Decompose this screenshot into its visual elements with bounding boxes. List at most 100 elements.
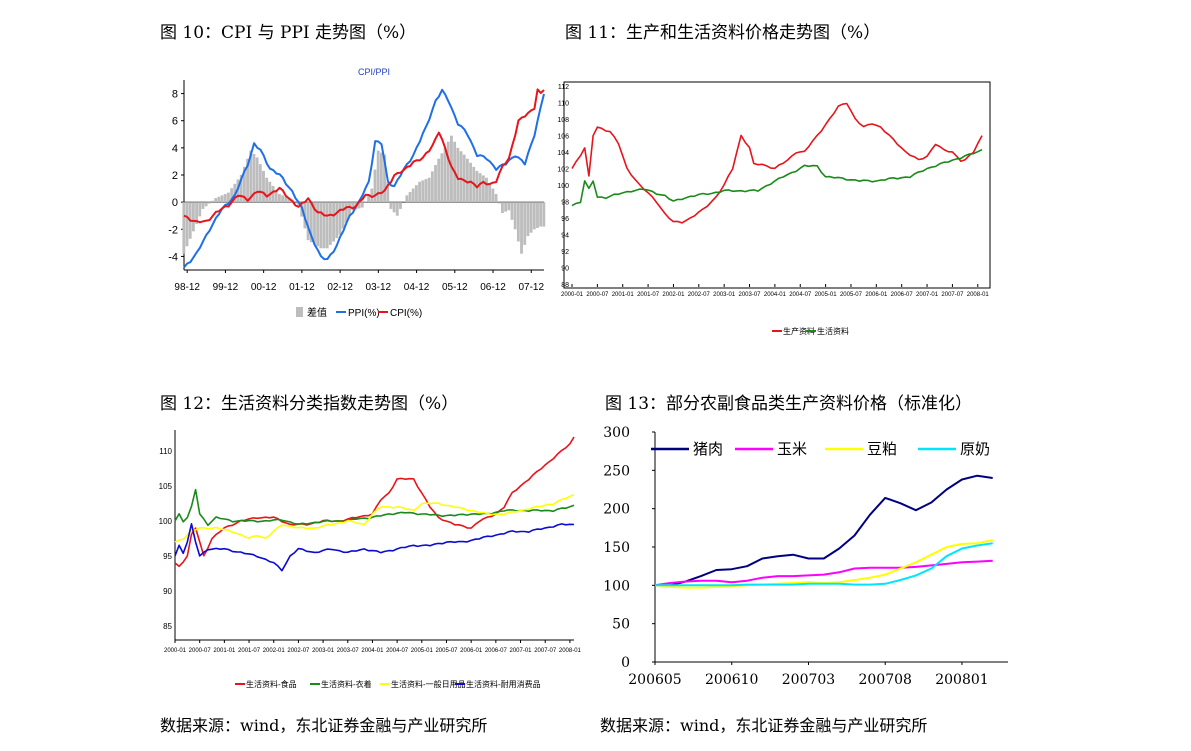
x-tick-label: 2003-07 — [739, 292, 762, 298]
y-tick-label: 100 — [603, 578, 630, 594]
legend-living: 生活资料 — [817, 326, 849, 336]
x-tick-label: 03-12 — [366, 282, 392, 293]
diff-bar — [214, 198, 218, 203]
y-tick-label: 104 — [557, 150, 569, 157]
diff-bar — [328, 202, 332, 245]
x-tick-label: 01-12 — [289, 282, 315, 293]
x-tick-label: 2001-01 — [612, 292, 635, 298]
legend-food: 生活资料-食品 — [246, 679, 297, 689]
y-tick-label: -2 — [168, 224, 178, 236]
diff-bar — [313, 202, 316, 245]
diff-bar — [217, 196, 221, 203]
x-tick-label: 2004-07 — [789, 292, 812, 298]
diff-bar — [201, 202, 205, 209]
x-tick-label: 2004-07 — [386, 648, 409, 654]
y-tick-label: 90 — [163, 587, 172, 596]
legend-diff: 差值 — [307, 306, 327, 319]
y-tick-label: 4 — [172, 143, 178, 155]
x-tick-label: 2005-01 — [815, 292, 838, 298]
diff-bar — [379, 152, 383, 203]
diff-bar — [392, 202, 396, 213]
diff-bar — [316, 202, 320, 247]
diff-bar — [465, 158, 469, 203]
diff-bar — [335, 202, 339, 239]
y-tick-label: 0 — [172, 197, 178, 209]
diff-bar — [399, 202, 402, 209]
y-tick-label: 8 — [172, 89, 178, 101]
x-tick-label: 2004-01 — [764, 292, 787, 298]
diff-bar — [367, 194, 371, 203]
diff-bar — [405, 195, 409, 203]
series-line-milk — [655, 542, 993, 587]
diff-bar — [414, 185, 418, 203]
x-tick-label: 2000-07 — [586, 292, 609, 298]
x-tick-label: 98-12 — [174, 282, 200, 293]
legend-ppi: PPI(%) — [348, 308, 380, 319]
series-line-production — [571, 102, 983, 224]
y-tick-label: 95 — [163, 552, 172, 561]
diff-bar — [268, 181, 272, 203]
legend-swatch-diff — [296, 307, 303, 317]
y-tick-label: 88 — [561, 282, 569, 289]
diff-bar — [389, 202, 393, 209]
y-tick-label: 112 — [558, 84, 569, 91]
diff-bar — [271, 185, 275, 203]
diff-bar — [319, 202, 323, 249]
diff-bar — [277, 194, 281, 203]
diff-bar — [459, 151, 463, 203]
series-line-food — [174, 436, 575, 568]
figure-13-title: 图 13：部分农副食品类生产资料价格（标准化） — [605, 394, 973, 414]
legend-cpi: CPI(%) — [390, 308, 422, 319]
diff-bar — [258, 164, 262, 203]
diff-bar — [424, 179, 428, 203]
diff-bar — [478, 173, 482, 203]
diff-bar — [513, 202, 517, 230]
y-tick-label: 150 — [603, 540, 630, 556]
diff-bar — [446, 141, 450, 203]
diff-bar — [491, 188, 495, 203]
diff-bar — [373, 169, 377, 203]
legend-pork: 猪肉 — [693, 440, 723, 458]
diff-bar — [507, 202, 511, 211]
diff-bar — [351, 202, 355, 211]
diff-bar — [249, 150, 253, 203]
figure-11-title: 图 11：生产和生活资料价格走势图（%） — [565, 23, 881, 43]
diff-bar — [516, 202, 520, 242]
y-tick-label: 200 — [603, 502, 630, 518]
legend-soymeal: 豆粕 — [867, 440, 897, 458]
diff-bar — [539, 202, 543, 227]
diff-bar — [481, 175, 485, 203]
diff-bar — [309, 202, 313, 243]
diff-bar — [306, 202, 310, 241]
diff-bar — [281, 195, 285, 203]
diff-bar — [287, 198, 291, 203]
x-tick-label: 99-12 — [213, 282, 239, 293]
diff-bar — [504, 202, 508, 212]
diff-bar — [220, 195, 224, 203]
diff-bar — [488, 183, 492, 203]
chart-living-categories: 85 90 95 100 105 110 2000-01 2000-07 2001-01 2001… — [159, 430, 582, 689]
y-tick-label: 250 — [603, 463, 630, 479]
x-tick-label: 2007-07 — [534, 648, 557, 654]
diff-bar — [182, 202, 186, 254]
series-line-pork — [655, 474, 993, 587]
series-line-corn — [654, 559, 993, 587]
diff-bar — [418, 181, 422, 203]
x-tick-label: 200610 — [705, 672, 758, 688]
source-note-right: 数据来源：wind，东北证券金融与产业研究所 — [600, 716, 928, 735]
diff-bar — [427, 177, 431, 203]
x-tick-label: 2005-07 — [435, 648, 458, 654]
diff-bar — [246, 158, 249, 203]
diff-bar — [536, 202, 539, 228]
diff-bar — [242, 166, 246, 203]
diff-bar — [332, 202, 335, 242]
x-tick-label: 2002-01 — [662, 292, 685, 298]
diff-bar — [348, 202, 351, 217]
diff-bar — [236, 179, 240, 203]
y-tick-label: 106 — [557, 134, 569, 141]
x-tick-label: 200605 — [628, 672, 681, 688]
cpi-line — [183, 88, 545, 224]
diff-bar — [386, 181, 390, 203]
diff-bar — [376, 150, 380, 203]
